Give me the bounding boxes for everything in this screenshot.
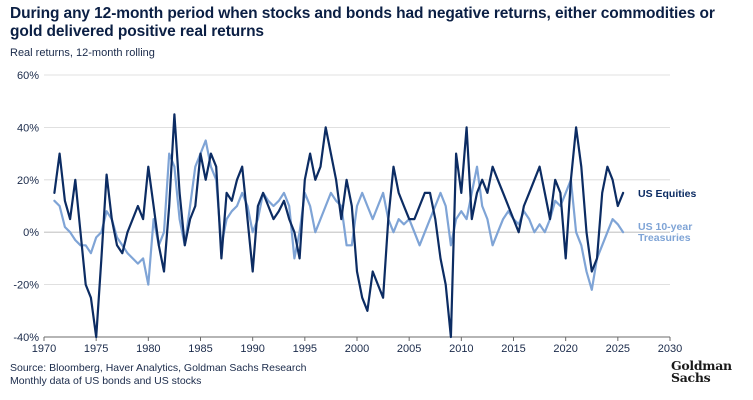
series-line-us-equities [53, 113, 625, 339]
x-tick-label: 2020 [553, 343, 577, 355]
chart-title: During any 12-month period when stocks a… [10, 5, 715, 40]
y-tick-label: 60% [17, 70, 39, 82]
series-line-us-10y-treasuries [53, 139, 625, 291]
x-tick-label: 1980 [136, 343, 160, 355]
x-tick-label: 2000 [345, 343, 369, 355]
series-label-us-10y-line2: Treasuries [638, 232, 691, 244]
y-tick-label: 40% [17, 122, 39, 134]
x-tick-label: 2030 [658, 343, 682, 355]
goldman-sachs-logo: Goldman Sachs [671, 358, 745, 385]
chart-subtitle: Real returns, 12-month rolling [10, 47, 155, 59]
x-tick-label: 2015 [501, 343, 525, 355]
x-tick-label: 2005 [397, 343, 421, 355]
y-tick-label: -20% [13, 280, 39, 292]
x-tick-label: 1970 [32, 343, 56, 355]
x-tick-label: 1975 [84, 343, 108, 355]
y-tick-label: -40% [13, 332, 39, 344]
x-tick-label: 2010 [449, 343, 473, 355]
x-tick-label: 1985 [188, 343, 212, 355]
logo-line-2: Sachs [671, 370, 711, 385]
logo-line-1: Goldman [671, 358, 732, 373]
series-label-us-equities: US Equities [638, 188, 697, 200]
series-label-us-10y-line1: US 10-year [638, 221, 692, 233]
y-tick-label: 0% [23, 227, 39, 239]
y-tick-label: 20% [17, 175, 39, 187]
footer: Source: Bloomberg, Haver Analytics, Gold… [10, 362, 306, 388]
x-tick-label: 1990 [240, 343, 264, 355]
source-note: Source: Bloomberg, Haver Analytics, Gold… [10, 362, 307, 374]
line-chart: -40% -20% 0% 20% 40% 60% 1970 1975 1980 1985 1990 1… [13, 70, 697, 355]
x-tick-label: 1995 [293, 343, 317, 355]
data-note: Monthly data of US bonds and US stocks [10, 375, 202, 387]
x-tick-label: 2025 [606, 343, 630, 355]
